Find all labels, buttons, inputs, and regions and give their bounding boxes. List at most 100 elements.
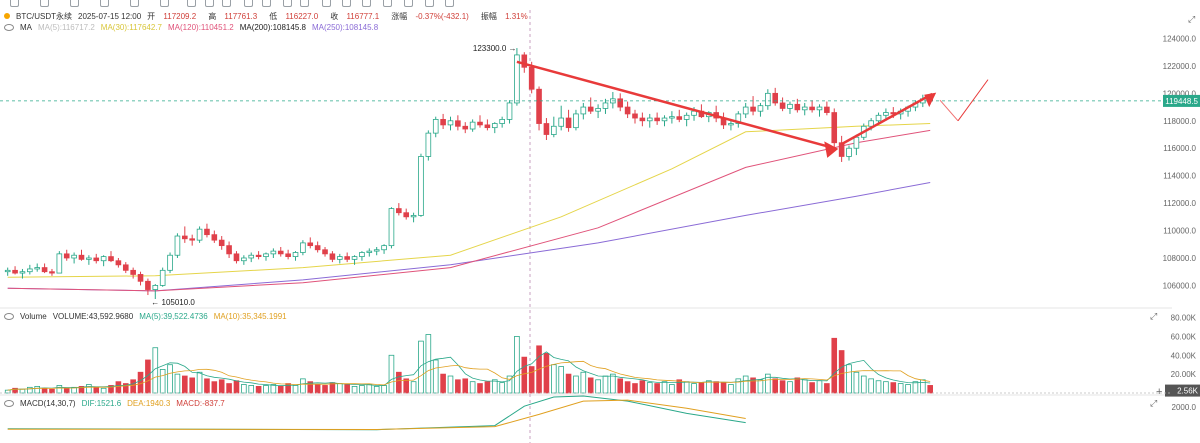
candle-body[interactable] <box>71 254 77 259</box>
volume-bar[interactable] <box>624 381 631 394</box>
volume-bar[interactable] <box>344 384 350 394</box>
volume-bar[interactable] <box>255 385 262 394</box>
visibility-eye-icon[interactable] <box>4 23 14 31</box>
candle-body[interactable] <box>241 257 247 262</box>
tool-icon[interactable] <box>205 0 214 7</box>
tool-icon[interactable] <box>445 0 454 7</box>
tool-icon[interactable] <box>342 0 351 7</box>
volume-bar[interactable] <box>189 377 195 394</box>
volume-bar[interactable] <box>602 375 609 394</box>
candle-body[interactable] <box>115 260 122 266</box>
volume-bar[interactable] <box>661 381 668 394</box>
volume-bar[interactable] <box>403 378 410 394</box>
candle-body[interactable] <box>211 234 218 241</box>
candle-body[interactable] <box>787 103 793 109</box>
trendline-down[interactable] <box>516 60 835 150</box>
volume-bar[interactable] <box>211 381 218 394</box>
candle-body[interactable] <box>255 254 262 258</box>
candle-body[interactable] <box>587 106 594 112</box>
candle-body[interactable] <box>506 102 513 120</box>
candle-body[interactable] <box>824 106 830 113</box>
candle-body[interactable] <box>19 271 26 274</box>
candle-body[interactable] <box>528 66 535 90</box>
volume-bar[interactable] <box>514 336 520 394</box>
candle-body[interactable] <box>809 106 815 111</box>
candle-body[interactable] <box>336 256 343 260</box>
volume-bar[interactable] <box>551 364 557 394</box>
candle-body[interactable] <box>100 256 107 262</box>
volume-bar[interactable] <box>831 337 838 394</box>
tool-icon[interactable] <box>283 0 292 7</box>
volume-bar[interactable] <box>351 385 358 394</box>
volume-bar[interactable] <box>204 378 210 394</box>
candle-body[interactable] <box>499 119 505 124</box>
volume-bar[interactable] <box>646 382 653 394</box>
candle-body[interactable] <box>735 113 742 124</box>
tool-icon[interactable] <box>383 0 392 7</box>
candle-body[interactable] <box>779 102 786 109</box>
candle-body[interactable] <box>846 147 852 157</box>
volume-bar[interactable] <box>720 382 727 394</box>
candle-body[interactable] <box>12 269 18 274</box>
candle-body[interactable] <box>683 114 690 120</box>
candle-body[interactable] <box>558 117 564 127</box>
candle-body[interactable] <box>757 105 764 112</box>
volume-bar[interactable] <box>462 378 469 394</box>
candle-body[interactable] <box>49 271 55 274</box>
volume-bar[interactable] <box>735 378 742 394</box>
tool-icon[interactable] <box>10 0 19 7</box>
volume-bar[interactable] <box>159 369 166 394</box>
candle-body[interactable] <box>78 254 85 260</box>
volume-bar[interactable] <box>860 375 867 394</box>
volume-bar[interactable] <box>639 380 646 394</box>
candle-body[interactable] <box>56 253 63 274</box>
candle-body[interactable] <box>418 156 424 216</box>
volume-bar[interactable] <box>314 384 321 394</box>
candle-body[interactable] <box>41 267 48 273</box>
volume-bar[interactable] <box>654 383 660 394</box>
volume-bar[interactable] <box>565 373 572 394</box>
volume-bar[interactable] <box>49 388 55 394</box>
fullscreen-icon[interactable]: ⤢ <box>1188 14 1196 24</box>
volume-bar[interactable] <box>4 389 11 394</box>
volume-bar[interactable] <box>263 385 269 394</box>
volume-bar[interactable] <box>920 379 926 394</box>
tool-icon[interactable] <box>40 0 49 7</box>
volume-bar[interactable] <box>853 371 860 394</box>
candle-body[interactable] <box>167 254 173 271</box>
candle-body[interactable] <box>521 54 528 68</box>
candle-body[interactable] <box>366 250 373 253</box>
candle-body[interactable] <box>226 245 232 255</box>
volume-bar[interactable] <box>484 381 491 394</box>
visibility-eye-icon[interactable] <box>4 312 14 320</box>
candle-body[interactable] <box>676 116 683 120</box>
candle-body[interactable] <box>742 106 749 115</box>
volume-bar[interactable] <box>336 383 343 394</box>
volume-bar[interactable] <box>270 384 277 394</box>
candle-body[interactable] <box>801 106 808 111</box>
volume-bar[interactable] <box>63 387 70 394</box>
volume-bar[interactable] <box>632 383 638 394</box>
volume-bar[interactable] <box>617 378 624 394</box>
candle-body[interactable] <box>145 280 151 290</box>
candle-body[interactable] <box>196 228 203 241</box>
volume-bar[interactable] <box>595 379 601 394</box>
candle-body[interactable] <box>639 117 646 122</box>
volume-bar[interactable] <box>292 385 299 394</box>
tool-icon[interactable] <box>425 0 434 7</box>
volume-bar[interactable] <box>167 364 173 394</box>
candle-body[interactable] <box>403 212 410 218</box>
volume-bar[interactable] <box>307 381 314 394</box>
volume-bar[interactable] <box>440 373 446 394</box>
volume-bar[interactable] <box>742 375 749 394</box>
volume-bar[interactable] <box>713 381 719 394</box>
candle-body[interactable] <box>455 120 461 127</box>
add-indicator-icon[interactable]: + <box>1156 386 1163 398</box>
candle-body[interactable] <box>137 274 144 282</box>
volume-bar[interactable] <box>691 383 697 394</box>
candle-body[interactable] <box>396 208 402 214</box>
candle-body[interactable] <box>669 116 675 119</box>
volume-bar[interactable] <box>543 352 550 394</box>
candle-body[interactable] <box>86 257 92 260</box>
candle-body[interactable] <box>831 112 838 144</box>
